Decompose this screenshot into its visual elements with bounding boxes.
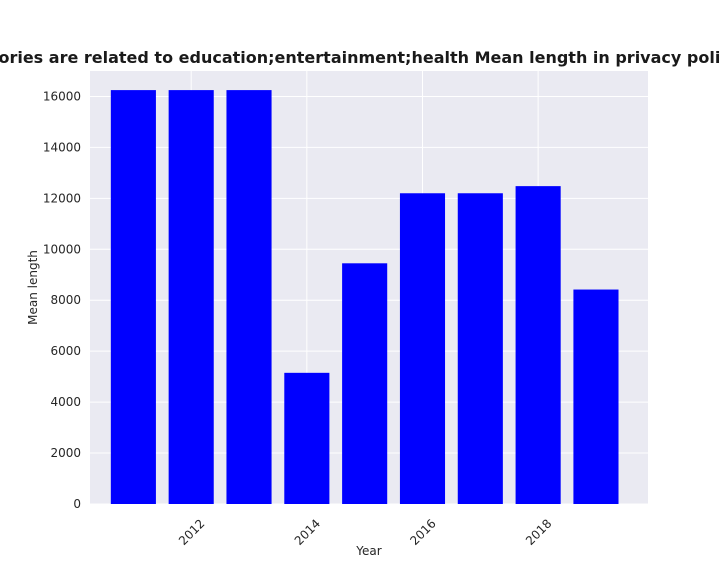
bar-2017: [457, 193, 503, 504]
bar-2015: [342, 263, 388, 504]
y-tick-label: 12000: [43, 191, 81, 205]
bar-2019: [573, 289, 619, 504]
x-tick-label: 2018: [523, 516, 554, 547]
y-tick-label: 14000: [43, 140, 81, 154]
y-axis-ticks: 0 2000 4000 6000 8000 10000 12000 14000 16000: [43, 89, 81, 511]
x-tick-label: 2016: [407, 516, 438, 547]
x-axis-label: Year: [355, 544, 381, 558]
bar-2013: [226, 90, 272, 505]
x-tick-label: 2012: [176, 516, 207, 547]
y-tick-label: 6000: [50, 344, 81, 358]
bar-2018: [515, 186, 561, 504]
chart-title: When categories are related to education…: [0, 48, 720, 67]
y-tick-label: 10000: [43, 242, 81, 256]
bar-2016: [399, 193, 446, 504]
bar-2011: [110, 90, 156, 505]
y-tick-label: 2000: [50, 446, 81, 460]
bar-2014: [284, 372, 330, 504]
y-tick-label: 0: [73, 497, 81, 511]
y-axis-label: Mean length: [26, 250, 40, 325]
y-tick-label: 4000: [50, 395, 81, 409]
y-tick-label: 8000: [50, 293, 81, 307]
y-tick-label: 16000: [43, 89, 81, 103]
bar-2012: [168, 90, 214, 505]
bars: [110, 90, 619, 505]
x-tick-label: 2014: [292, 516, 323, 547]
